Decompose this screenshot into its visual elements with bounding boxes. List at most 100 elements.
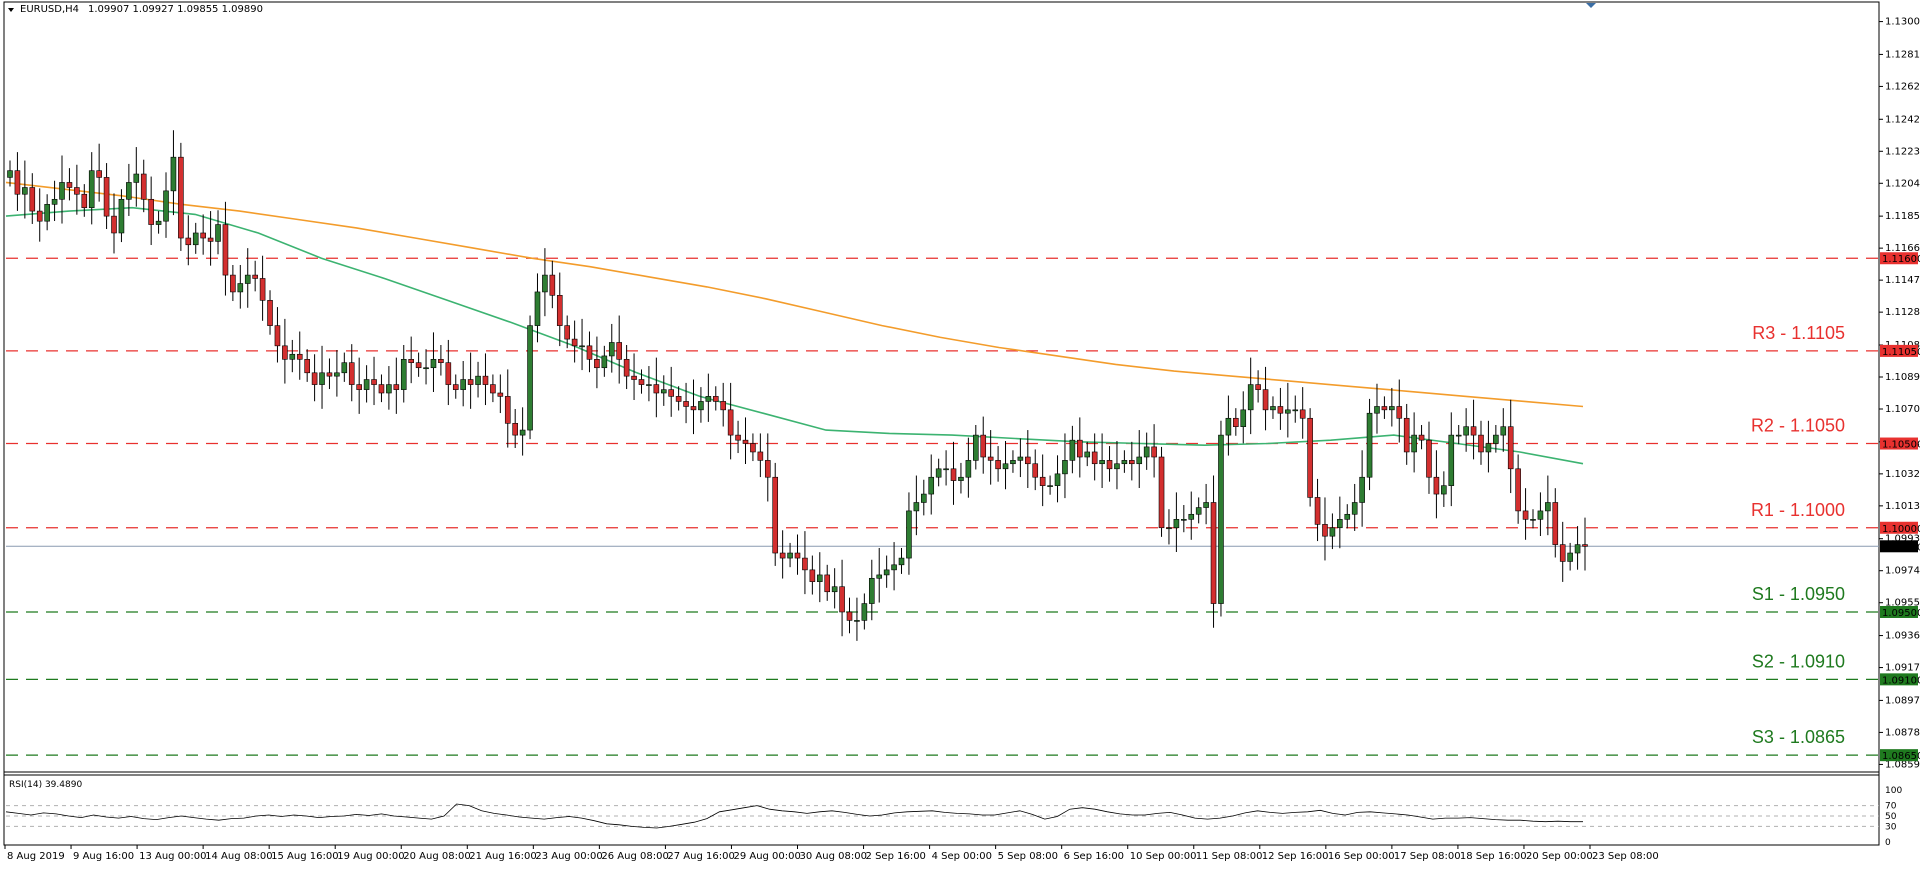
candle-body — [88, 170, 95, 209]
candle-body — [59, 182, 65, 200]
candle-body — [653, 384, 660, 394]
level-labels: R3 - 1.1105 R2 - 1.1050 R1 - 1.1000 S1 - 1.… — [1751, 323, 1845, 747]
candle-body — [868, 577, 875, 604]
candle-body — [750, 443, 756, 453]
candle-body — [1411, 434, 1417, 453]
candle-body — [646, 384, 652, 386]
candle-body — [1337, 519, 1343, 529]
candle-body — [1270, 406, 1276, 411]
price-tick-label: 1.13005 — [1885, 17, 1920, 28]
candle-body — [326, 372, 333, 377]
candle-body — [1559, 544, 1566, 562]
price-axis: 1.13005 1.12810 1.12620 1.12425 1.12235 1.120… — [1879, 17, 1920, 770]
candle-body — [1433, 476, 1440, 495]
time-tick-label: 17 Sep 08:00 — [1394, 851, 1461, 862]
price-tick-label: 1.12235 — [1885, 146, 1920, 157]
candle-body — [1522, 510, 1529, 520]
candle-body — [133, 173, 140, 183]
price-tick-label: 1.12810 — [1885, 49, 1920, 60]
time-tick-label: 19 Aug 00:00 — [337, 851, 404, 862]
candle-body — [96, 170, 102, 178]
ma-green-line — [5, 206, 1584, 465]
candle-body — [1515, 468, 1521, 512]
candle-body — [943, 468, 949, 471]
candle-body — [445, 362, 452, 385]
price-tick-label: 1.09360 — [1885, 631, 1920, 642]
candle-body — [7, 170, 13, 178]
candle-body — [1418, 434, 1425, 441]
level-price-tag — [1880, 749, 1918, 762]
candle-body — [1582, 544, 1588, 547]
candle-body — [980, 434, 987, 458]
candle-body — [1084, 451, 1091, 458]
candle-body — [1381, 406, 1388, 411]
candle-body — [14, 170, 21, 195]
time-tick-label: 30 Aug 08:00 — [800, 851, 867, 862]
candle-body — [237, 283, 244, 293]
time-tick-label: 10 Sep 00:00 — [1130, 851, 1197, 862]
candle-body — [1106, 460, 1113, 470]
candle-body — [601, 355, 608, 369]
candle-body — [44, 204, 50, 222]
candle-body — [1025, 456, 1031, 465]
candle-body — [1099, 460, 1105, 465]
candle-body — [1389, 406, 1395, 411]
level-price-tag-text: 1.10500 — [1882, 440, 1920, 451]
price-tick-label: 1.09555 — [1885, 598, 1920, 609]
price-tick-label: 1.11660 — [1885, 243, 1920, 254]
candle-body — [958, 476, 964, 481]
candle-body — [906, 510, 912, 559]
candle-body — [36, 210, 43, 222]
collapse-arrow-icon[interactable] — [8, 8, 14, 12]
time-tick-label: 23 Sep 08:00 — [1592, 851, 1659, 862]
level-label: R2 - 1.1050 — [1751, 416, 1845, 436]
candle-body — [534, 291, 541, 326]
time-tick-label: 21 Aug 16:00 — [469, 851, 536, 862]
candle-body — [126, 182, 132, 200]
candle-body — [1500, 426, 1507, 436]
shift-marker-icon[interactable] — [1586, 3, 1596, 8]
candle-body — [170, 156, 177, 192]
price-tick-label: 1.11280 — [1885, 307, 1920, 318]
candle-body — [668, 389, 675, 397]
candle-body — [1032, 463, 1039, 478]
price-tick-label: 1.11850 — [1885, 211, 1920, 222]
candle-body — [1322, 524, 1328, 537]
level-price-tag-text: 1.11050 — [1882, 347, 1920, 358]
candle-body — [1143, 446, 1150, 458]
candle-body — [1478, 434, 1484, 453]
candle-body — [1537, 510, 1544, 520]
current-price-tag — [1880, 540, 1918, 553]
candle-body — [66, 182, 73, 188]
candle-body — [928, 476, 935, 495]
level-label: R1 - 1.1000 — [1751, 500, 1845, 520]
candle-body — [616, 342, 622, 360]
level-label: R3 - 1.1105 — [1752, 323, 1845, 343]
candle-body — [103, 177, 110, 217]
candle-body — [675, 396, 682, 402]
candle-body — [1366, 412, 1373, 478]
candle-body — [1173, 519, 1180, 529]
level-label: S3 - 1.0865 — [1752, 727, 1845, 747]
candle-body — [460, 379, 466, 390]
candle-body — [1426, 439, 1432, 478]
candle-body — [222, 224, 229, 276]
price-tick-label: 1.12620 — [1885, 81, 1920, 92]
candle-body — [1188, 513, 1195, 520]
candle-body — [1247, 384, 1254, 411]
time-tick-label: 29 Aug 00:00 — [733, 851, 800, 862]
candle-body — [1181, 519, 1187, 521]
candle-body — [178, 156, 184, 239]
candle-body — [608, 342, 615, 357]
candle-body — [1121, 460, 1128, 465]
candle-body — [876, 574, 883, 579]
candle-body — [965, 460, 972, 478]
candle-body — [1351, 502, 1358, 515]
price-tick-label: 1.09745 — [1885, 566, 1920, 577]
candle-body — [1285, 409, 1291, 414]
candle-body — [1129, 460, 1135, 465]
time-tick-label: 26 Aug 08:00 — [601, 851, 668, 862]
candle-body — [913, 502, 920, 512]
time-tick-label: 27 Aug 16:00 — [667, 851, 734, 862]
